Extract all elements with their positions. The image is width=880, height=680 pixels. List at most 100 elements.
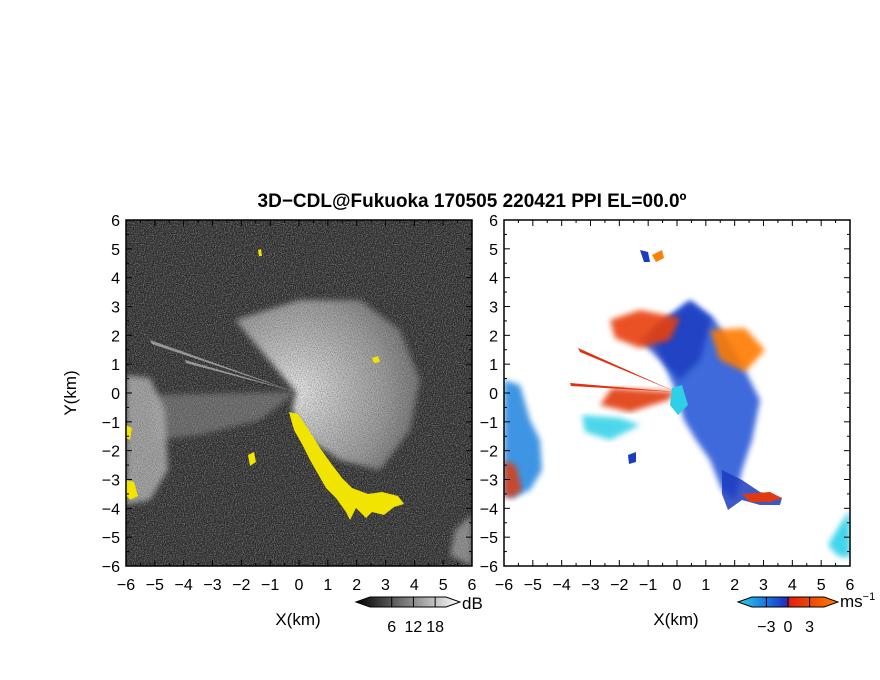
- colorbar-tick-label: 6: [387, 619, 396, 636]
- velocity-red-west-edge: [504, 460, 522, 498]
- left-colorbar-bar: [354, 596, 462, 608]
- right-x-tick-labels: −6 −5 −4 −3 −2 −1 0 1 2 3 4 5 6: [495, 577, 855, 594]
- y-tick-label: −6: [480, 559, 498, 576]
- colorbar-tick-label: 12: [405, 619, 423, 636]
- right-y-tick-labels: 6 5 4 3 2 1 0 −1 −2 −3 −4 −5 −6: [480, 213, 498, 576]
- colorbar-tick-label: −3: [757, 619, 775, 636]
- y-tick-label: 6: [111, 213, 120, 230]
- x-tick-label: −5: [146, 577, 164, 594]
- right-colorbar: −3 0 3 ms−1: [736, 591, 875, 636]
- x-tick-label: −6: [495, 577, 513, 594]
- x-tick-label: 3: [759, 577, 768, 594]
- left-x-axis-label: X(km): [275, 610, 320, 629]
- x-tick-label: −4: [175, 577, 193, 594]
- velocity-red-southeast-arm: [742, 492, 782, 502]
- velocity-cyan-southeast: [828, 510, 850, 558]
- left-panel: −6 −5 −4 −3 −2 −1 0 1 2 3 4 5 6 6543210−1−2−3−4−5−6 …: [61, 213, 477, 629]
- y-tick-label: −6: [102, 559, 120, 576]
- velocity-spot-north-orange: [652, 250, 664, 262]
- colorbar-tick-label: 0: [784, 619, 793, 636]
- right-colorbar-unit-exponent: −1: [863, 591, 876, 603]
- y-tick-label: −5: [102, 530, 120, 547]
- x-tick-label: 5: [439, 577, 448, 594]
- left-image: [126, 220, 472, 566]
- right-panel: −6 −5 −4 −3 −2 −1 0 1 2 3 4 5 6 6543210−1−2−3−4−5−6 …: [480, 213, 855, 629]
- y-tick-label: 5: [489, 242, 498, 259]
- right-image: [504, 220, 850, 566]
- x-tick-label: 2: [352, 577, 361, 594]
- x-tick-label: −3: [203, 577, 221, 594]
- x-tick-label: −3: [581, 577, 599, 594]
- left-y-tick-labels: 6 5 4 3 2 1 0 −1 −2 −3 −4 −5 −6: [102, 213, 120, 576]
- x-tick-label: 1: [701, 577, 710, 594]
- velocity-blue-north: [640, 302, 712, 380]
- left-colorbar-unit: dB: [462, 594, 483, 613]
- y-tick-label: 3: [489, 300, 498, 317]
- chart-title: 3D−CDL@Fukuoka 170505 220421 PPI EL=00.0…: [258, 191, 687, 212]
- y-tick-label: −2: [480, 444, 498, 461]
- y-tick-label: 4: [489, 271, 498, 288]
- yellow-spot-1: [248, 452, 256, 466]
- y-tick-label: −2: [102, 444, 120, 461]
- left-x-tick-labels: −6 −5 −4 −3 −2 −1 0 1 2 3 4 5 6: [117, 577, 477, 594]
- y-tick-label: 2: [489, 328, 498, 345]
- y-tick-label: 2: [111, 328, 120, 345]
- velocity-cyan-southwest: [582, 415, 640, 440]
- y-tick-label: −5: [480, 530, 498, 547]
- x-tick-label: 5: [817, 577, 826, 594]
- velocity-red-beam: [578, 348, 676, 392]
- x-tick-label: −4: [553, 577, 571, 594]
- y-tick-label: 4: [111, 271, 120, 288]
- left-colorbar-labels: 6 12 18: [387, 619, 444, 636]
- x-tick-label: 1: [323, 577, 332, 594]
- x-tick-label: 0: [673, 577, 682, 594]
- yellow-band-southeast: [289, 412, 404, 520]
- yellow-spot-southwest: [126, 480, 138, 500]
- y-tick-label: −3: [480, 473, 498, 490]
- x-tick-label: 3: [381, 577, 390, 594]
- yellow-spot-3: [258, 249, 262, 256]
- x-tick-label: −1: [261, 577, 279, 594]
- y-tick-label: 1: [489, 357, 498, 374]
- colorbar-tick-label: 18: [426, 619, 444, 636]
- x-tick-label: 0: [295, 577, 304, 594]
- velocity-red-beam2: [570, 383, 676, 392]
- colorbar-tick-label: 3: [805, 619, 814, 636]
- y-tick-label: −3: [102, 473, 120, 490]
- velocity-red-wedge: [600, 388, 676, 412]
- left-noise-overlay: [126, 220, 472, 566]
- velocity-spot-north: [640, 250, 650, 262]
- x-tick-label: −2: [610, 577, 628, 594]
- y-tick-label: 3: [111, 300, 120, 317]
- x-tick-label: 4: [410, 577, 419, 594]
- right-colorbar-unit-base: ms: [840, 592, 863, 611]
- y-axis-label: Y(km): [61, 370, 80, 415]
- velocity-orange-northeast: [710, 328, 765, 372]
- right-ticks: [503, 219, 851, 567]
- y-tick-label: 0: [111, 386, 120, 403]
- x-tick-label: 6: [468, 577, 477, 594]
- right-x-axis-label: X(km): [653, 610, 698, 629]
- right-colorbar-ticks: [765, 597, 811, 607]
- y-tick-label: −4: [480, 501, 498, 518]
- x-tick-label: −6: [117, 577, 135, 594]
- y-tick-label: 6: [489, 213, 498, 230]
- y-tick-label: −1: [102, 415, 120, 432]
- y-tick-label: 5: [111, 242, 120, 259]
- velocity-cyan-core: [670, 385, 688, 415]
- y-tick-label: 1: [111, 357, 120, 374]
- velocity-red-north: [610, 310, 680, 348]
- right-colorbar-unit: ms−1: [840, 591, 875, 611]
- x-tick-label: −1: [639, 577, 657, 594]
- left-ticks: [125, 219, 473, 567]
- x-tick-label: 6: [846, 577, 855, 594]
- left-colorbar-ticks: [391, 597, 436, 607]
- velocity-spot-south: [628, 452, 636, 464]
- y-tick-label: 0: [489, 386, 498, 403]
- x-tick-label: −5: [524, 577, 542, 594]
- right-colorbar-labels: −3 0 3: [757, 619, 814, 636]
- yellow-returns: [126, 249, 404, 520]
- left-colorbar: 6 12 18 dB: [354, 594, 483, 636]
- y-tick-label: −4: [102, 501, 120, 518]
